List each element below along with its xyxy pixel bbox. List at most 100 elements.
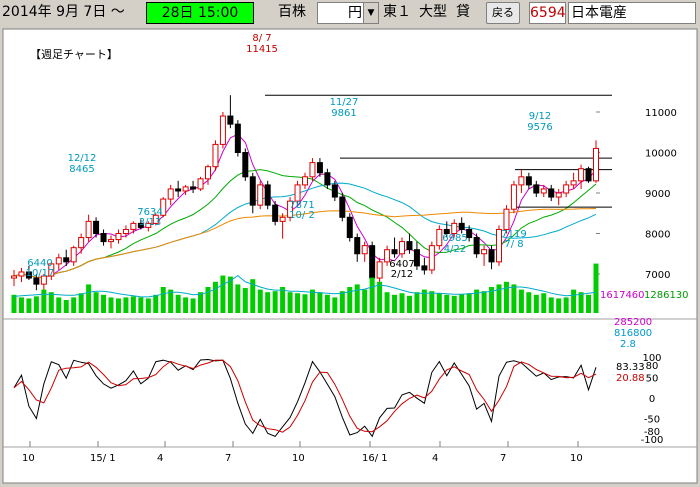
candle-body	[85, 220, 92, 239]
candle-body	[518, 176, 525, 186]
price-annotation: 11415	[246, 44, 278, 55]
volume-bar	[190, 298, 196, 313]
candle-body	[33, 277, 40, 285]
volume-bar	[153, 294, 159, 313]
candle-body	[167, 188, 174, 200]
volume-bar	[302, 294, 308, 313]
candle-body	[145, 222, 152, 228]
price-annotation: 8465	[69, 164, 94, 175]
volume-bar	[548, 297, 554, 313]
candle-body	[593, 147, 599, 182]
x-tick-label: 4	[157, 453, 163, 464]
volume-bars	[11, 263, 599, 313]
price-annotation: 11/27	[330, 97, 359, 108]
candle-body	[175, 188, 182, 192]
price-annotation: 9/12	[529, 111, 551, 122]
volume-bar	[593, 263, 599, 313]
volume-bar	[489, 287, 495, 313]
volume-bar	[123, 297, 129, 313]
candle-body	[249, 176, 256, 206]
price-annotation: 2/12	[391, 269, 413, 280]
oscillator-k-value: 83.33	[616, 362, 645, 373]
stock-code-field[interactable]: 6594	[529, 2, 566, 24]
candle-body	[182, 186, 189, 192]
date-to-field[interactable]: 28日 15:00	[146, 2, 254, 24]
volume-bar	[414, 292, 420, 313]
price-tick-label: 11000	[645, 108, 677, 119]
candle-body	[391, 249, 398, 255]
candle-body	[540, 188, 547, 194]
volume-bar	[33, 296, 39, 313]
oscillator-level-label: 50	[646, 374, 659, 385]
oscillator-level-label: -50	[644, 415, 660, 426]
volume-bar	[26, 298, 32, 313]
volume-bar	[578, 292, 584, 313]
candle-body	[346, 216, 353, 239]
candle-body	[436, 228, 443, 247]
candle-body	[563, 184, 570, 194]
volume-bar	[227, 276, 233, 313]
price-annotation: 7634	[137, 207, 162, 218]
oscillator-k-line	[13, 358, 597, 438]
candle-body	[443, 228, 450, 234]
candle-body	[316, 162, 323, 174]
volume-bar	[533, 294, 539, 313]
candle-body	[428, 245, 435, 271]
candlesticks	[11, 95, 599, 299]
oscillator-level-label: 0	[649, 394, 655, 405]
x-tick-label: 7	[500, 453, 506, 464]
oscillator	[13, 358, 597, 438]
date-from-label: 2014年 9月 7日 ～	[2, 4, 125, 20]
volume-bar	[56, 297, 62, 313]
chevron-down-icon[interactable]: ▼	[363, 3, 378, 23]
candle-body	[93, 220, 100, 235]
candle-body	[205, 166, 211, 180]
volume-bar	[63, 300, 69, 313]
candle-body	[458, 222, 465, 230]
volume-bar	[198, 292, 204, 313]
candle-body	[219, 115, 226, 145]
volume-bar	[503, 281, 509, 313]
volume-bar	[18, 297, 24, 313]
price-tick-label: 7000	[645, 270, 670, 281]
candle-body	[451, 222, 458, 234]
price-annotation: 8/ 7	[252, 33, 271, 44]
candle-body	[525, 176, 532, 186]
volume-bar	[78, 293, 84, 313]
volume-bar	[272, 291, 278, 313]
volume-bar	[48, 292, 54, 313]
volume-bar	[317, 292, 323, 313]
oscillator-level-label: 80	[646, 361, 659, 372]
currency-value: 円	[348, 5, 362, 21]
candle-body	[108, 239, 114, 243]
volume-bar	[86, 284, 92, 313]
volume-bar	[362, 289, 368, 313]
candle-body	[555, 192, 562, 198]
x-tick-label: 10	[22, 453, 35, 464]
candle-body	[488, 249, 495, 263]
candle-body	[399, 241, 405, 255]
back-button[interactable]: 戻る	[486, 2, 520, 24]
candle-body	[324, 172, 331, 186]
x-tick-label: 10	[570, 453, 583, 464]
volume-bar	[429, 291, 435, 313]
candle-body	[309, 162, 316, 178]
currency-select[interactable]: 円 ▼	[317, 2, 379, 24]
x-tick-label: 15/ 1	[90, 453, 116, 464]
candle-body	[234, 123, 241, 154]
candle-body	[473, 237, 480, 255]
volume-bar	[138, 297, 144, 313]
volume-bar	[295, 293, 301, 313]
price-annotation: 12/12	[68, 153, 97, 164]
volume-bar	[71, 297, 77, 313]
chart-title: 【週足チャート】	[30, 48, 118, 61]
candle-body	[25, 271, 32, 279]
volume-bar	[108, 297, 114, 313]
unit-label: 百株	[278, 4, 306, 20]
volume-bar	[399, 293, 405, 313]
volume-bar	[481, 291, 487, 313]
oscillator-level-label: -80	[644, 427, 660, 438]
oscillator-level-label: 100	[642, 353, 661, 364]
